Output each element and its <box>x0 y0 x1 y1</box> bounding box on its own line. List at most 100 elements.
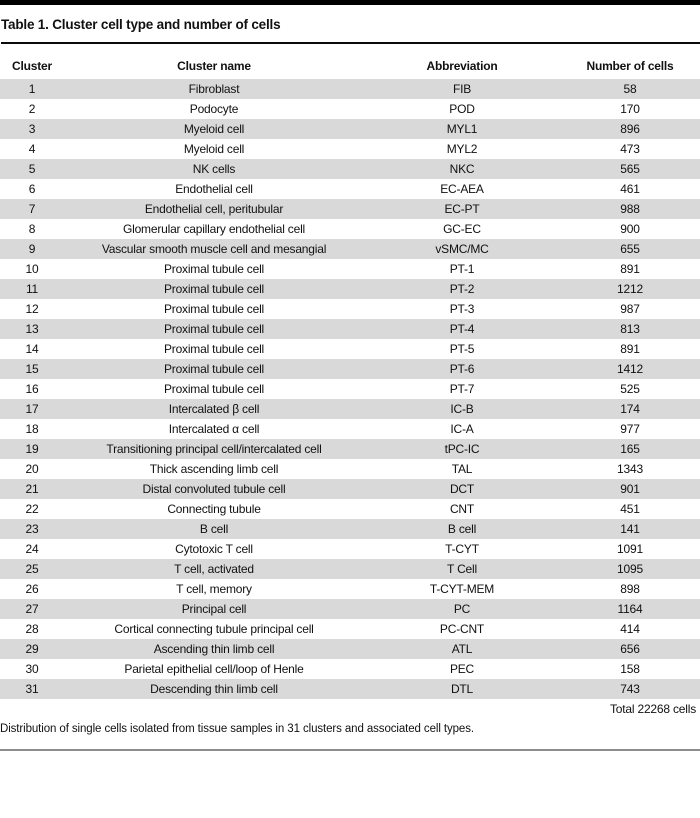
table-row: 20 Thick ascending limb cell TAL 1343 <box>0 459 700 479</box>
cluster-name-cell: Proximal tubule cell <box>163 342 265 356</box>
cluster-name-cell: Proximal tubule cell <box>163 322 265 336</box>
count-cell: 174 <box>620 402 640 416</box>
abbreviation-cell: IC-B <box>450 402 474 416</box>
count-cell: 896 <box>620 122 640 136</box>
cluster-cell: 13 <box>25 322 39 336</box>
table-row: 1 Fibroblast FIB 58 <box>0 79 700 99</box>
cluster-cell: 7 <box>28 202 36 216</box>
count-cell: 165 <box>620 442 640 456</box>
abbreviation-cell: FIB <box>452 82 472 96</box>
abbreviation-cell: PT-6 <box>449 362 475 376</box>
cluster-name-cell: Cortical connecting tubule principal cel… <box>114 622 314 636</box>
count-cell: 813 <box>620 322 640 336</box>
cluster-cell: 4 <box>28 142 36 156</box>
cluster-cell: 9 <box>28 242 36 256</box>
cluster-name-cell: NK cells <box>192 162 236 176</box>
cluster-name-cell: Intercalated α cell <box>168 422 260 436</box>
cluster-name-cell: Myeloid cell <box>183 142 245 156</box>
count-cell: 977 <box>620 422 640 436</box>
cluster-name-cell: Parietal epithelial cell/loop of Henle <box>124 662 304 676</box>
cluster-name-cell: Proximal tubule cell <box>163 302 265 316</box>
count-cell: 901 <box>620 482 640 496</box>
cluster-name-cell: Podocyte <box>189 102 239 116</box>
abbreviation-cell: PT-3 <box>449 302 475 316</box>
abbreviation-cell: PC <box>453 602 471 616</box>
abbreviation-cell: TAL <box>451 462 473 476</box>
table-row: 29 Ascending thin limb cell ATL 656 <box>0 639 700 659</box>
cluster-name-cell: Endothelial cell, peritubular <box>144 202 284 216</box>
cluster-cell: 16 <box>25 382 39 396</box>
table-footnote: Distribution of single cells isolated fr… <box>0 723 474 735</box>
column-header-cluster-name: Cluster name <box>177 59 251 73</box>
cluster-cell: 3 <box>28 122 36 136</box>
count-cell: 656 <box>620 642 640 656</box>
count-cell: 473 <box>620 142 640 156</box>
cluster-name-cell: Transitioning principal cell/intercalate… <box>106 442 322 456</box>
count-cell: 900 <box>620 222 640 236</box>
count-cell: 987 <box>620 302 640 316</box>
cluster-name-cell: Proximal tubule cell <box>163 282 265 296</box>
cluster-cell: 22 <box>25 502 39 516</box>
count-cell: 891 <box>620 262 640 276</box>
table-row: 5 NK cells NKC 565 <box>0 159 700 179</box>
table-row: 28 Cortical connecting tubule principal c… <box>0 619 700 639</box>
table-row: 7 Endothelial cell, peritubular EC-PT 988 <box>0 199 700 219</box>
table-row: 9 Vascular smooth muscle cell and mesangi… <box>0 239 700 259</box>
count-cell: 1164 <box>617 602 643 616</box>
cluster-name-cell: Myeloid cell <box>183 122 245 136</box>
abbreviation-cell: PT-2 <box>449 282 475 296</box>
cluster-cell: 31 <box>25 682 39 696</box>
abbreviation-cell: IC-A <box>450 422 474 436</box>
column-header-abbreviation: Abbreviation <box>426 59 498 73</box>
abbreviation-cell: DTL <box>450 682 474 696</box>
cluster-cell: 30 <box>25 662 39 676</box>
abbreviation-cell: PC-CNT <box>439 622 485 636</box>
count-cell: 565 <box>620 162 640 176</box>
cluster-cell-table: Cluster Cluster name Abbreviation Number… <box>0 44 700 699</box>
count-cell: 1343 <box>617 462 643 476</box>
abbreviation-cell: vSMC/MC <box>435 242 489 256</box>
cluster-name-cell: Principal cell <box>181 602 247 616</box>
abbreviation-cell: PT-4 <box>449 322 475 336</box>
cluster-cell: 25 <box>25 562 39 576</box>
bottom-gray-rule <box>0 749 700 751</box>
abbreviation-cell: EC-AEA <box>440 182 484 196</box>
cluster-cell: 11 <box>25 282 39 296</box>
cluster-cell: 2 <box>28 102 36 116</box>
abbreviation-cell: GC-EC <box>443 222 481 236</box>
table-row: 31 Descending thin limb cell DTL 743 <box>0 679 700 699</box>
count-cell: 1412 <box>617 362 643 376</box>
table-row: 3 Myeloid cell MYL1 896 <box>0 119 700 139</box>
column-header-number-of-cells: Number of cells <box>586 59 674 73</box>
table-row: 2 Podocyte POD 170 <box>0 99 700 119</box>
cluster-name-cell: Distal convoluted tubule cell <box>142 482 286 496</box>
abbreviation-cell: NKC <box>449 162 475 176</box>
cluster-name-cell: Intercalated β cell <box>168 402 260 416</box>
table-row: 27 Principal cell PC 1164 <box>0 599 700 619</box>
table-row: 4 Myeloid cell MYL2 473 <box>0 139 700 159</box>
cluster-cell: 24 <box>25 542 39 556</box>
count-cell: 655 <box>620 242 640 256</box>
abbreviation-cell: DCT <box>449 482 475 496</box>
cluster-name-cell: Endothelial cell <box>175 182 253 196</box>
table-row: 8 Glomerular capillary endothelial cell GC… <box>0 219 700 239</box>
table-row: 16 Proximal tubule cell PT-7 525 <box>0 379 700 399</box>
cluster-cell: 15 <box>25 362 39 376</box>
table-row: 26 T cell, memory T-CYT-MEM 898 <box>0 579 700 599</box>
cluster-cell: 12 <box>25 302 39 316</box>
abbreviation-cell: T-CYT <box>445 542 479 556</box>
table-row: 22 Connecting tubule CNT 451 <box>0 499 700 519</box>
abbreviation-cell: tPC-IC <box>444 442 480 456</box>
table-row: 19 Transitioning principal cell/intercala… <box>0 439 700 459</box>
count-cell: 451 <box>620 502 640 516</box>
table-row: 24 Cytotoxic T cell T-CYT 1091 <box>0 539 700 559</box>
cluster-cell: 6 <box>28 182 36 196</box>
table-header-row: Cluster Cluster name Abbreviation Number… <box>0 44 700 79</box>
cluster-name-cell: T cell, memory <box>176 582 252 596</box>
table-row: 15 Proximal tubule cell PT-6 1412 <box>0 359 700 379</box>
cluster-name-cell: Glomerular capillary endothelial cell <box>122 222 306 236</box>
total-cells-label: Total 22268 cells <box>610 702 696 716</box>
cluster-name-cell: Ascending thin limb cell <box>153 642 275 656</box>
cluster-cell: 8 <box>28 222 36 236</box>
